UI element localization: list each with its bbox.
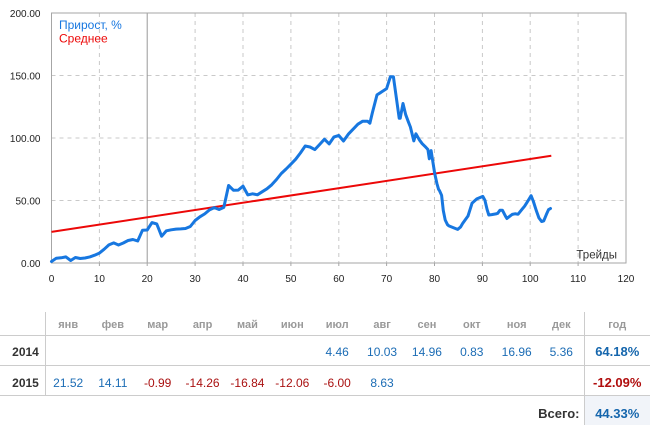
svg-text:90: 90 [477, 274, 489, 285]
svg-text:50: 50 [285, 274, 297, 285]
svg-text:80: 80 [429, 274, 441, 285]
svg-text:40: 40 [237, 274, 249, 285]
svg-text:110: 110 [570, 274, 586, 285]
svg-text:Прирост, %: Прирост, % [59, 18, 122, 32]
svg-text:20: 20 [142, 274, 154, 285]
svg-text:0.00: 0.00 [21, 259, 41, 270]
svg-text:0: 0 [49, 274, 55, 285]
svg-text:100.00: 100.00 [10, 134, 41, 145]
svg-text:30: 30 [190, 274, 202, 285]
svg-text:60: 60 [333, 274, 345, 285]
svg-text:100: 100 [522, 274, 539, 285]
svg-text:200.00: 200.00 [10, 9, 41, 20]
svg-text:150.00: 150.00 [10, 72, 41, 83]
svg-text:120: 120 [618, 274, 635, 285]
svg-text:50.00: 50.00 [15, 197, 40, 208]
svg-text:70: 70 [381, 274, 393, 285]
svg-text:10: 10 [94, 274, 106, 285]
svg-text:Среднее: Среднее [59, 32, 108, 46]
svg-text:Трейды: Трейды [576, 250, 617, 262]
